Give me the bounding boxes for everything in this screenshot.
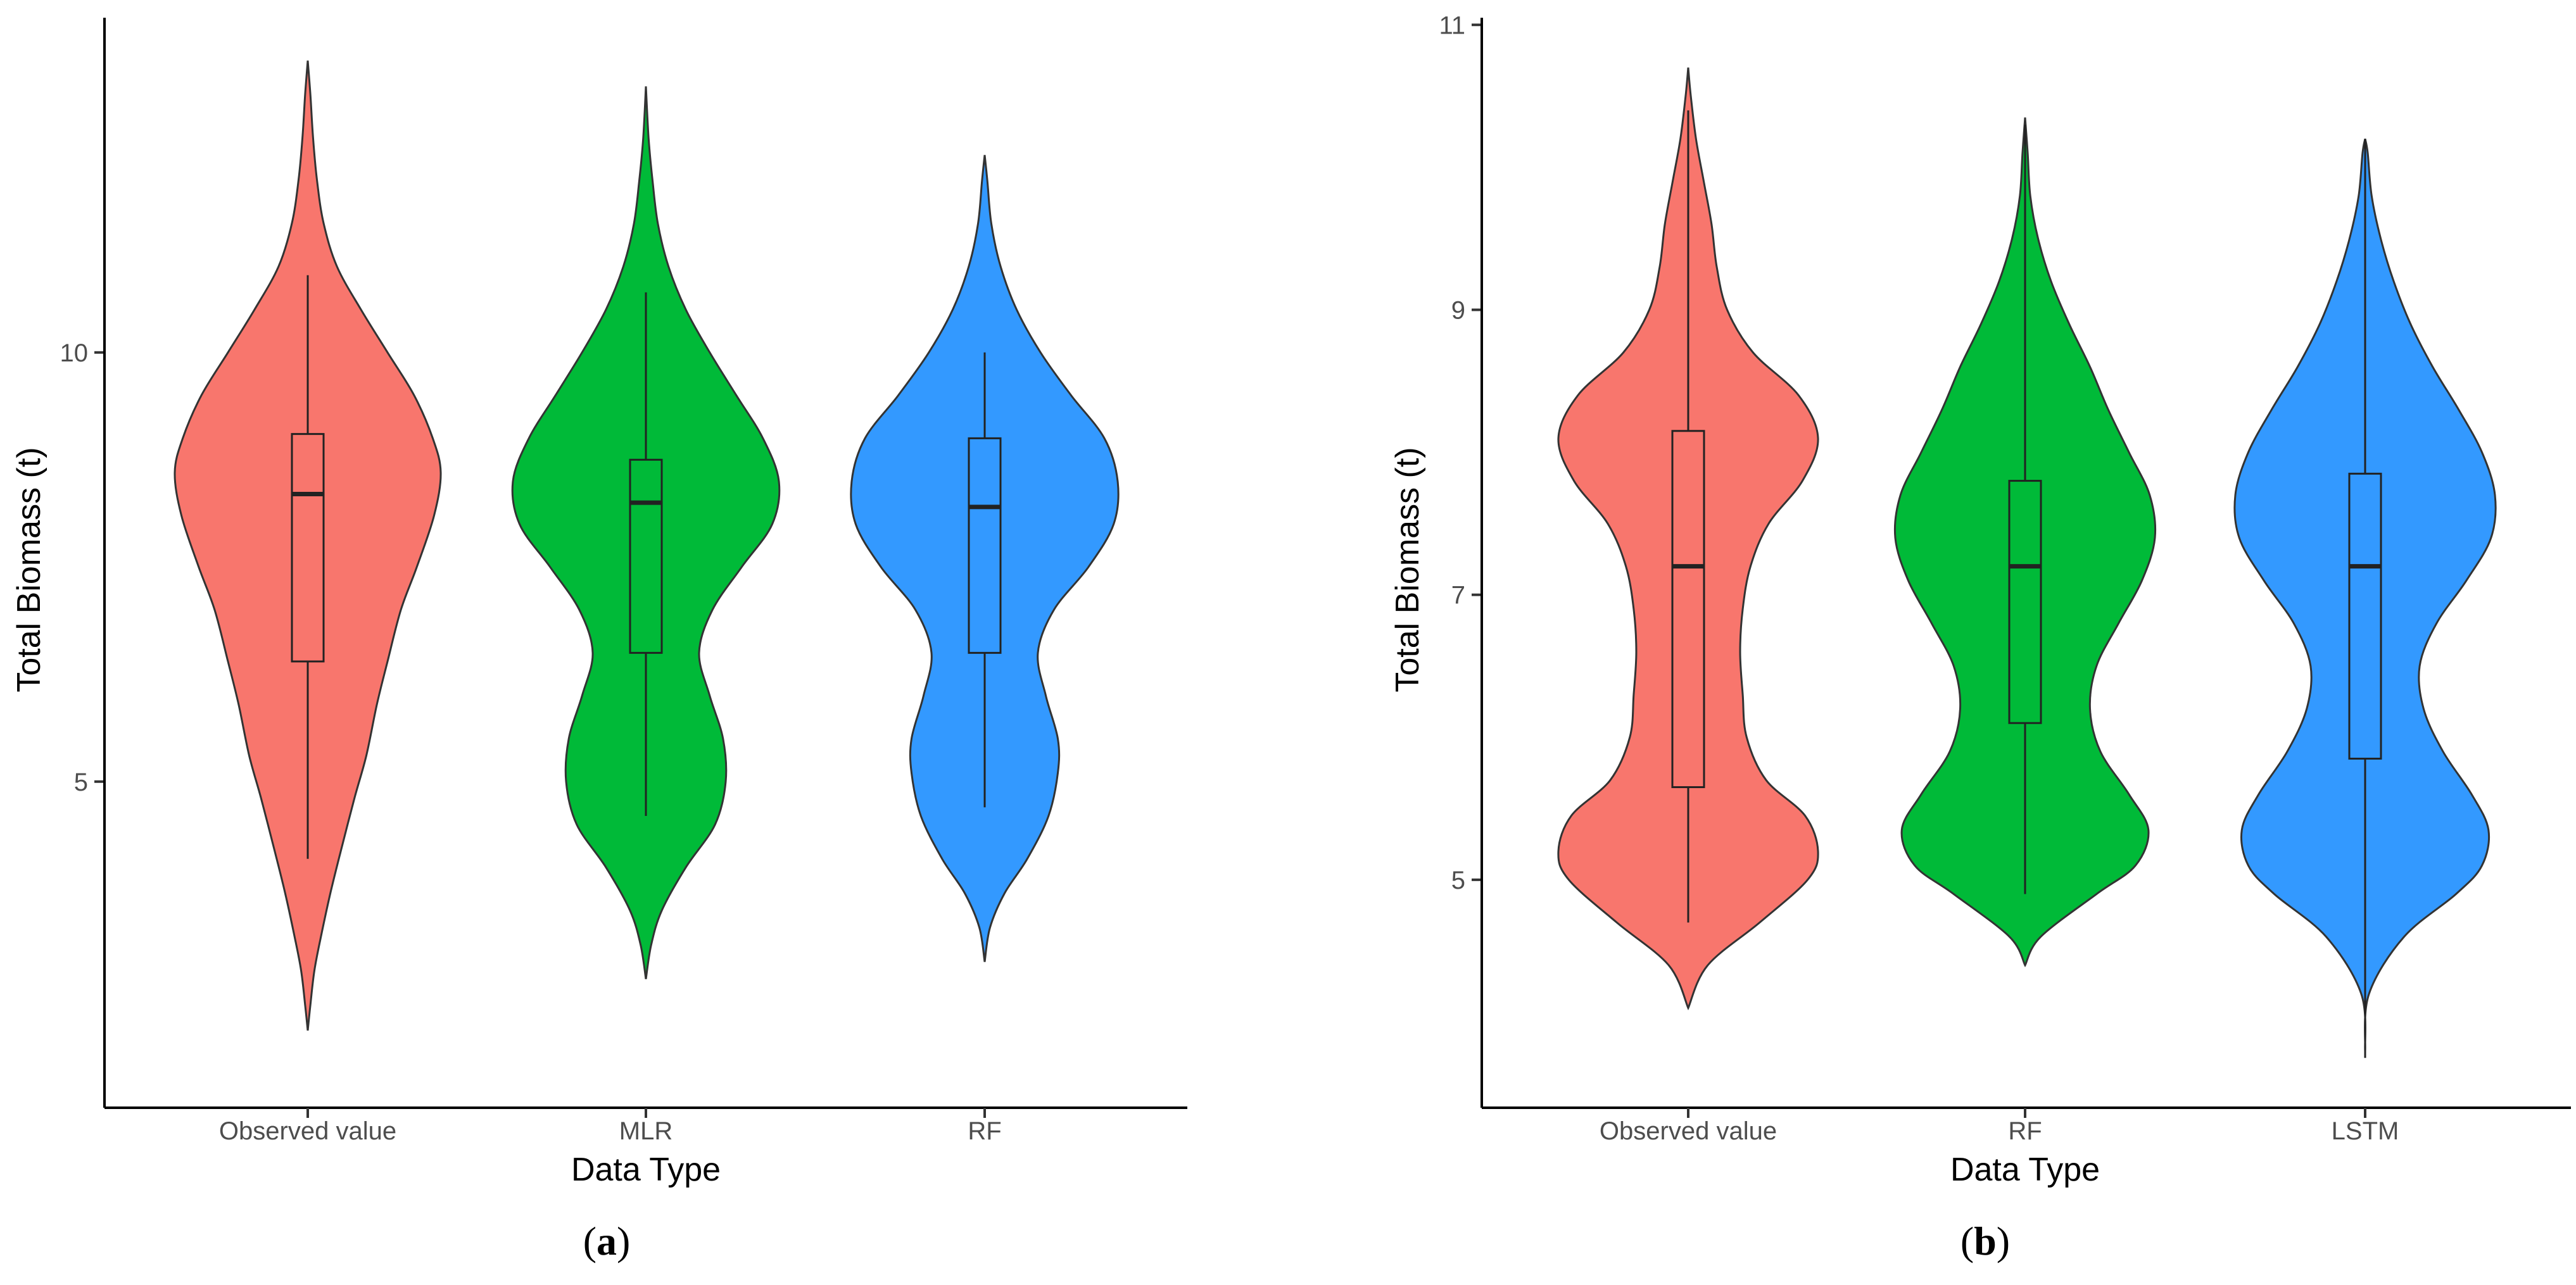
panel-b-x-tick-label: RF xyxy=(2008,1117,2042,1145)
panel-b-caption: (b) xyxy=(1960,1219,2010,1263)
panel-a: 5 10 Observed value MLR RF Data Type Tota… xyxy=(11,18,1187,1263)
panel-a-violins xyxy=(174,60,1120,1031)
panel-a-x-axis-title: Data Type xyxy=(571,1151,721,1188)
panel-a-y-tick-label: 5 xyxy=(74,768,88,796)
panel-a-caption: (a) xyxy=(583,1219,631,1263)
panel-b-y-tick-label: 9 xyxy=(1451,296,1465,324)
panel-b: 5 7 9 11 Observed value RF LSTM Data Type T… xyxy=(1389,11,2571,1263)
panel-a-x-tick-label: Observed value xyxy=(219,1117,396,1145)
panel-a-x-tick-label: MLR xyxy=(619,1117,672,1145)
panel-a-caption-letter: a xyxy=(597,1219,617,1263)
panel-b-y-tick-label: 5 xyxy=(1451,867,1465,894)
box-observed-value xyxy=(291,433,325,663)
violin-lstm xyxy=(2233,138,2497,1051)
box-lstm xyxy=(2348,472,2382,760)
panel-a-yticks: 5 10 xyxy=(60,339,104,796)
violin-rf xyxy=(850,154,1120,962)
violin-observed-value xyxy=(174,60,442,1031)
panel-b-caption-letter: b xyxy=(1974,1219,1997,1263)
panel-a-y-axis-title: Total Biomass (t) xyxy=(11,447,47,692)
violin-mlr xyxy=(511,86,781,979)
panel-b-y-tick-label: 11 xyxy=(1439,11,1465,39)
violin-rf xyxy=(1893,117,2157,968)
box-observed-value xyxy=(1671,430,1705,789)
box-rf xyxy=(2008,480,2042,724)
panel-a-y-tick-label: 10 xyxy=(60,339,89,367)
box-rf xyxy=(968,437,1002,654)
panel-a-x-tick-label: RF xyxy=(968,1117,1001,1145)
panel-b-yticks: 5 7 9 11 xyxy=(1439,11,1482,894)
panel-b-y-tick-label: 7 xyxy=(1451,582,1465,610)
panel-b-y-axis-title: Total Biomass (t) xyxy=(1389,447,1426,692)
panel-b-x-tick-label: Observed value xyxy=(1600,1117,1777,1145)
violin-observed-value xyxy=(1557,67,1819,1011)
panel-b-x-tick-label: LSTM xyxy=(2332,1117,2399,1145)
panel-b-violins xyxy=(1557,67,2497,1058)
panel-b-x-axis-title: Data Type xyxy=(1950,1151,2100,1188)
box-mlr xyxy=(629,458,663,654)
